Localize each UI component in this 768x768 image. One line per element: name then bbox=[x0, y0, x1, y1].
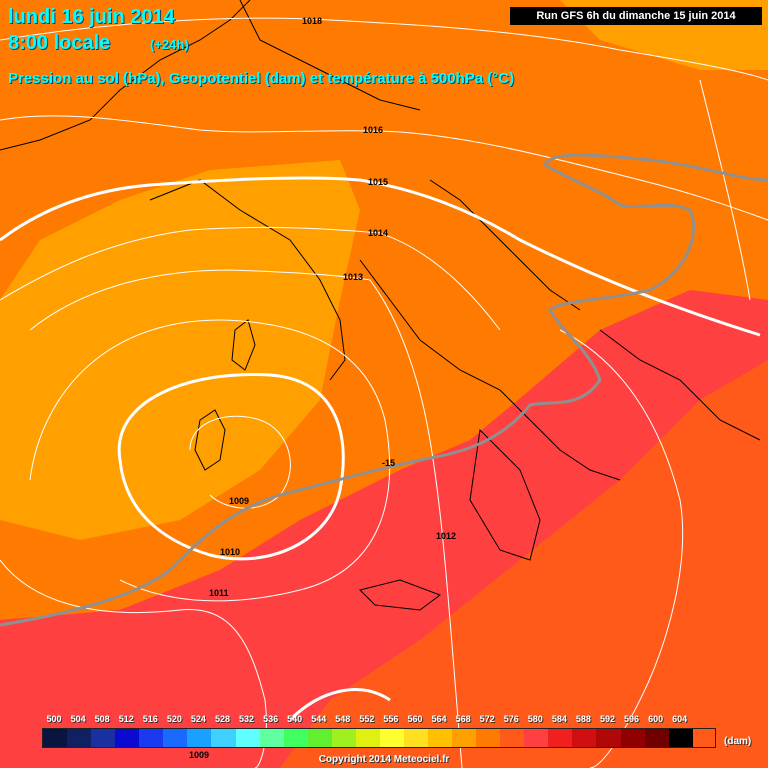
legend-value: 544 bbox=[311, 714, 327, 724]
legend-value: 508 bbox=[94, 714, 110, 724]
legend-swatch bbox=[211, 729, 236, 747]
legend-swatch bbox=[620, 729, 645, 747]
isobar-label-1011: 1011 bbox=[209, 588, 229, 598]
legend-swatch bbox=[596, 729, 621, 747]
legend-swatch bbox=[163, 729, 188, 747]
legend-swatch bbox=[379, 729, 404, 747]
legend-swatch bbox=[403, 729, 428, 747]
legend-swatch bbox=[572, 729, 597, 747]
legend-value: 540 bbox=[287, 714, 303, 724]
isobar-1014 bbox=[0, 226, 501, 331]
isobar-label-1013: 1013 bbox=[343, 272, 363, 282]
isobar-1018 bbox=[0, 17, 768, 81]
legend-swatch bbox=[67, 729, 92, 747]
legend-value: 516 bbox=[142, 714, 158, 724]
legend-value: 600 bbox=[648, 714, 664, 724]
legend-swatch bbox=[644, 729, 669, 747]
legend-value: 604 bbox=[672, 714, 688, 724]
legend-value: 596 bbox=[624, 714, 640, 724]
legend-swatch bbox=[331, 729, 356, 747]
legend-value: 584 bbox=[551, 714, 567, 724]
isobar-northeast bbox=[699, 79, 751, 301]
legend-value: 536 bbox=[263, 714, 279, 724]
forecast-offset: (+24h) bbox=[150, 37, 189, 52]
copyright: Copyright 2014 Meteociel.fr bbox=[318, 754, 450, 765]
run-info: Run GFS 6h du dimanche 15 juin 2014 bbox=[510, 7, 762, 25]
isobar-1016 bbox=[0, 115, 768, 221]
legend-swatch bbox=[187, 729, 212, 747]
legend-unit: (dam) bbox=[724, 736, 752, 747]
legend-swatch bbox=[139, 729, 164, 747]
isobar-label-1009: 1009 bbox=[229, 496, 249, 506]
legend-value: 504 bbox=[70, 714, 86, 724]
legend-value: 576 bbox=[503, 714, 519, 724]
legend-value: 520 bbox=[166, 714, 182, 724]
legend-swatch bbox=[115, 729, 140, 747]
legend-swatch bbox=[548, 729, 573, 747]
forecast-date: lundi 16 juin 2014 bbox=[8, 6, 175, 28]
legend-swatch bbox=[452, 729, 477, 747]
legend-swatch bbox=[500, 729, 525, 747]
legend-value: 532 bbox=[239, 714, 255, 724]
isobar-south-thick bbox=[288, 688, 391, 722]
legend-value: 588 bbox=[575, 714, 591, 724]
isotherm-minus-15 bbox=[0, 153, 768, 627]
legend-value: 564 bbox=[431, 714, 447, 724]
temperature-label: -15 bbox=[382, 458, 395, 468]
isobar-1010 bbox=[117, 372, 345, 561]
legend-values: 500 504 508 512 516 520 524 528 532 536 540 544 548 5… bbox=[42, 714, 716, 728]
isobar-label-1010: 1010 bbox=[220, 547, 240, 557]
legend-swatch bbox=[307, 729, 332, 747]
color-legend: 500 504 508 512 516 520 524 528 532 536 540 544 548 5… bbox=[42, 714, 716, 748]
legend-value: 552 bbox=[359, 714, 375, 724]
forecast-time: 8:00 locale bbox=[8, 32, 111, 54]
legend-value: 572 bbox=[479, 714, 495, 724]
legend-value: 560 bbox=[407, 714, 423, 724]
isobar-label-1016: 1016 bbox=[363, 125, 383, 135]
legend-color-bar bbox=[42, 728, 716, 748]
legend-value: 512 bbox=[118, 714, 134, 724]
legend-swatch bbox=[91, 729, 116, 747]
legend-swatch bbox=[524, 729, 549, 747]
isobar-label-1018: 1018 bbox=[302, 16, 322, 26]
legend-swatch bbox=[235, 729, 260, 747]
legend-swatch bbox=[476, 729, 501, 747]
legend-swatch bbox=[283, 729, 308, 747]
legend-value: 556 bbox=[383, 714, 399, 724]
isobar-1011 bbox=[29, 319, 391, 602]
legend-swatch bbox=[259, 729, 284, 747]
isobar-1015 bbox=[0, 176, 761, 337]
isobar-1013 bbox=[29, 269, 431, 441]
legend-value: 500 bbox=[46, 714, 62, 724]
isobar-label-1015: 1015 bbox=[368, 177, 388, 187]
legend-value: 524 bbox=[190, 714, 206, 724]
isobar-label-1009-south: 1009 bbox=[189, 750, 209, 760]
legend-swatch bbox=[428, 729, 453, 747]
geopotential-band-584 bbox=[280, 360, 768, 768]
isobar-label-1014: 1014 bbox=[368, 228, 388, 238]
legend-value: 548 bbox=[335, 714, 351, 724]
geopotential-band-580 bbox=[0, 290, 768, 768]
legend-swatch bbox=[668, 729, 693, 747]
legend-swatch bbox=[355, 729, 380, 747]
legend-value: 528 bbox=[214, 714, 230, 724]
legend-value: 580 bbox=[527, 714, 543, 724]
legend-value: 592 bbox=[599, 714, 615, 724]
legend-swatch bbox=[43, 729, 68, 747]
map-subtitle: Pression au sol (hPa), Geopotentiel (dam… bbox=[8, 70, 515, 87]
coastlines bbox=[0, 0, 761, 611]
legend-value: 568 bbox=[455, 714, 471, 724]
isobar-label-1012: 1012 bbox=[436, 531, 456, 541]
